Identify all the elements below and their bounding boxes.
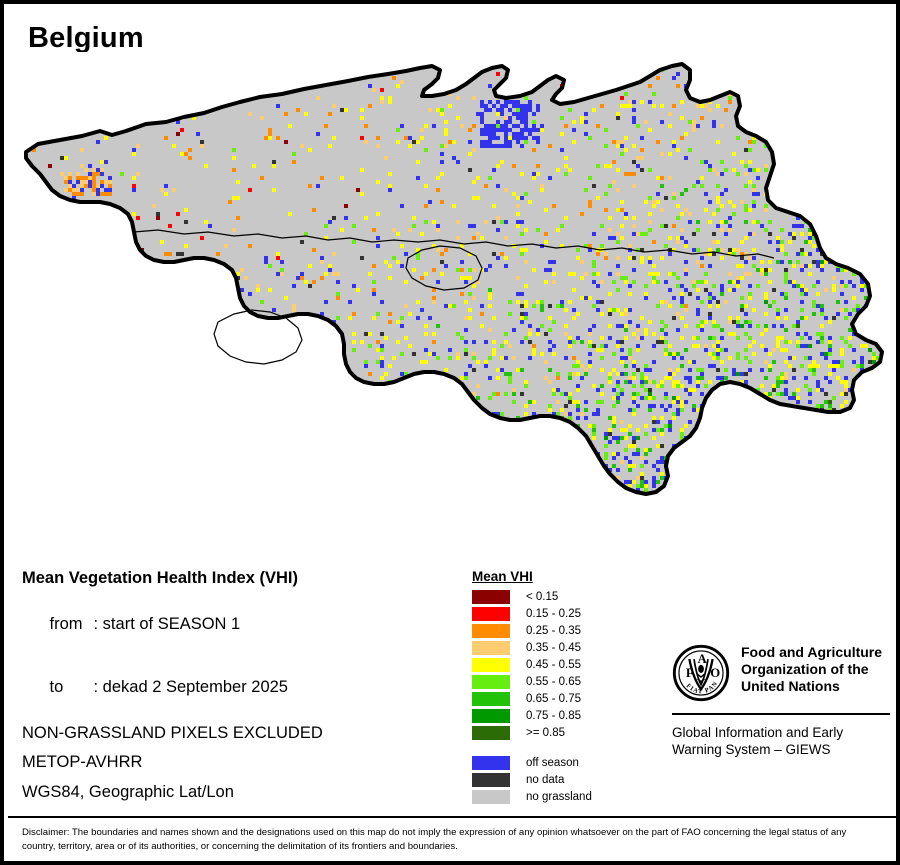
fao-name-line-1: Food and Agriculture: [741, 644, 883, 660]
legend-class-row: 0.25 - 0.35: [472, 623, 662, 639]
legend-class-swatch: [472, 658, 510, 672]
legend-class-label: 0.35 - 0.45: [526, 642, 581, 654]
legend-class-label: 0.15 - 0.25: [526, 608, 581, 620]
page-title: Belgium: [28, 22, 144, 54]
info-from-label: from: [49, 615, 83, 633]
legend-special-row: off season: [472, 755, 662, 771]
legend-class-swatch: [472, 641, 510, 655]
giews-line-2: Warning System – GIEWS: [672, 742, 831, 758]
legend-class-row: 0.35 - 0.45: [472, 640, 662, 656]
info-to-label: to: [49, 677, 64, 696]
legend-special-label: no data: [526, 774, 565, 786]
legend-class-swatch: [472, 624, 510, 638]
info-sensor: METOP-AVHRR: [22, 753, 143, 771]
info-to-row: to : dekad 2 September 2025: [22, 662, 452, 712]
legend: Mean VHI < 0.15 0.15 - 0.25 0.25 - 0.35 0.3…: [472, 569, 662, 806]
disclaimer-text: Disclaimer: The boundaries and names sho…: [22, 827, 847, 852]
info-from-value: : start of SEASON 1: [93, 615, 241, 633]
fao-name-line-3: United Nations: [741, 678, 840, 695]
legend-class-label: 0.75 - 0.85: [526, 710, 581, 722]
legend-special-swatch: [472, 790, 510, 804]
legend-class-label: 0.55 - 0.65: [526, 676, 581, 688]
legend-special-row: no grassland: [472, 789, 662, 805]
legend-class-row: >= 0.85: [472, 725, 662, 741]
legend-class-row: 0.15 - 0.25: [472, 606, 662, 622]
info-heading: Mean Vegetation Health Index (VHI): [22, 569, 298, 587]
map-info-block: Mean Vegetation Health Index (VHI) from:…: [22, 570, 452, 813]
legend-special-row: no data: [472, 772, 662, 788]
map-svg: [24, 62, 884, 496]
legend-class-swatch: [472, 726, 510, 740]
legend-class-label: 0.65 - 0.75: [526, 693, 581, 705]
legend-class-list: < 0.15 0.15 - 0.25 0.25 - 0.35 0.35 - 0.45 0…: [472, 589, 662, 741]
fao-name-line-2: Organization of the: [741, 661, 869, 678]
legend-class-row: 0.65 - 0.75: [472, 691, 662, 707]
legend-class-swatch: [472, 590, 510, 604]
regional-boundaries: [133, 229, 775, 365]
info-from-row: from : start of SEASON 1: [22, 600, 452, 650]
legend-class-row: 0.75 - 0.85: [472, 708, 662, 724]
legend-special-label: off season: [526, 757, 579, 769]
svg-text:A: A: [698, 652, 708, 666]
legend-title: Mean VHI: [472, 569, 533, 584]
info-exclusion: NON-GRASSLAND PIXELS EXCLUDED: [22, 723, 323, 742]
legend-class-label: 0.45 - 0.55: [526, 659, 581, 671]
giews-subtitle: Global Information and Early Warning Sys…: [672, 724, 890, 759]
legend-class-row: < 0.15: [472, 589, 662, 605]
legend-class-swatch: [472, 607, 510, 621]
legend-class-swatch: [472, 709, 510, 723]
fao-organization-name: Food and Agriculture Organization of the…: [741, 644, 882, 695]
legend-special-list: off season no data no grassland: [472, 755, 662, 805]
legend-class-label: >= 0.85: [526, 727, 566, 739]
national-border: [24, 62, 884, 496]
info-to-value: : dekad 2 September 2025: [93, 677, 288, 696]
legend-special-swatch: [472, 756, 510, 770]
legend-class-label: < 0.15: [526, 591, 559, 603]
legend-class-swatch: [472, 692, 510, 706]
disclaimer-divider: [8, 816, 896, 818]
legend-special-swatch: [472, 773, 510, 787]
legend-class-label: 0.25 - 0.35: [526, 625, 581, 637]
legend-class-row: 0.55 - 0.65: [472, 674, 662, 690]
legend-class-swatch: [472, 675, 510, 689]
legend-spacer: [472, 742, 662, 755]
fao-divider: [672, 713, 890, 715]
svg-text:F: F: [686, 666, 694, 680]
fao-branding: F A O FIAT PANIS Food and Agriculture Or…: [672, 644, 890, 759]
giews-line-1: Global Information and Early: [672, 725, 844, 740]
map-canvas[interactable]: [8, 52, 896, 542]
map-landmass: [26, 64, 882, 494]
legend-special-label: no grassland: [526, 791, 592, 803]
fao-logo-icon: F A O FIAT PANIS: [672, 644, 730, 702]
info-projection: WGS84, Geographic Lat/Lon: [22, 782, 234, 801]
svg-text:O: O: [710, 666, 720, 680]
legend-class-row: 0.45 - 0.55: [472, 657, 662, 673]
